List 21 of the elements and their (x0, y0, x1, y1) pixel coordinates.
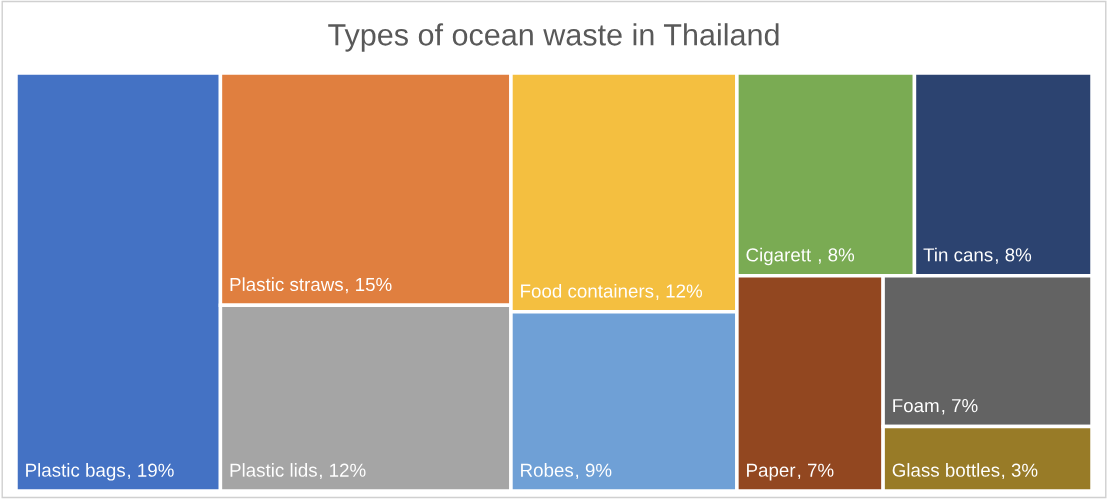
data-label: , 19% (128, 463, 174, 480)
data-label: , 8% (995, 248, 1032, 264)
category-label: Cigarett (746, 247, 812, 266)
category-label: Foam (893, 399, 939, 413)
data-label: , 12% (656, 284, 703, 300)
category-label: Food containers (521, 283, 654, 298)
text: Types of ocean waste in Thailand (328, 23, 779, 52)
data-label: , 9% (576, 463, 612, 480)
category-label: Robes (521, 463, 574, 477)
data-label: , 7% (798, 463, 834, 480)
category-label: Tin cans (923, 247, 993, 262)
category-label: Plastic lids (230, 463, 317, 477)
category-label: Paper (747, 463, 796, 481)
category-label: Plastic bags (26, 463, 126, 481)
data-label: , 8% (818, 248, 855, 264)
data-label: , 15% (345, 277, 392, 294)
category-label: Plastic straws (230, 277, 343, 292)
data-label: , 7% (942, 399, 978, 415)
data-label: , 3% (1002, 463, 1038, 480)
data-label: , 12% (319, 463, 366, 480)
category-label: Glass bottles (892, 463, 1000, 477)
